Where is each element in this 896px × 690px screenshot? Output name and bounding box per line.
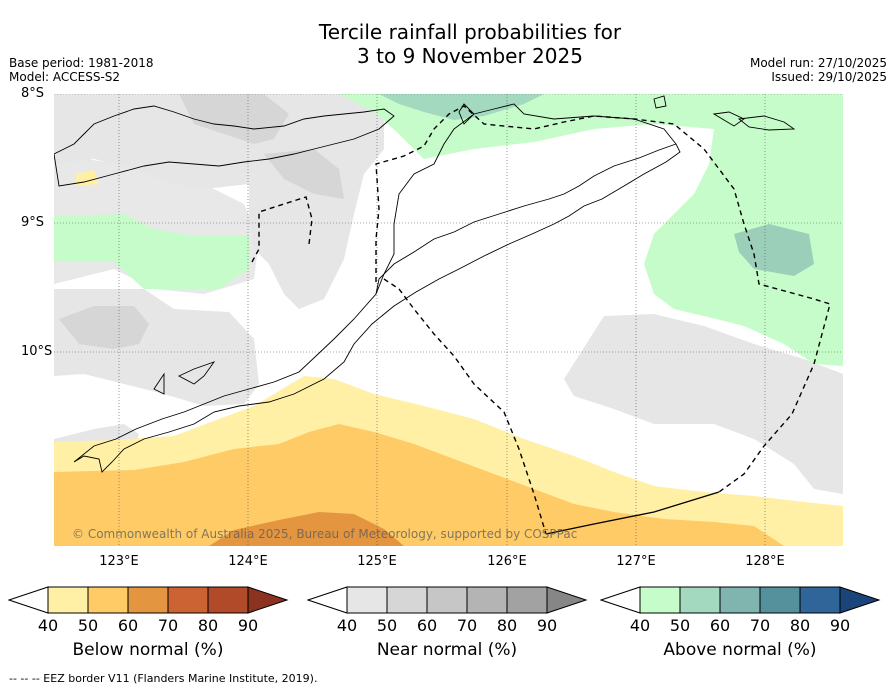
colorbar-below-swatches [47, 586, 249, 614]
below-tick-80: 80 [197, 616, 219, 635]
model-name: Model: ACCESS-S2 [9, 70, 121, 84]
above-normal-50-regions [379, 94, 814, 276]
above-tick-60: 60 [709, 616, 731, 635]
near-tick-80: 80 [496, 616, 518, 635]
alor-islands [54, 105, 395, 187]
meta-right: Model run: 27/10/2025 Issued: 29/10/2025 [750, 56, 887, 84]
near-swatch-4 [466, 586, 508, 614]
colorbar-near-swatches [346, 586, 548, 614]
near-tick-90: 90 [536, 616, 558, 635]
lon-label-124e: 124°E [228, 554, 268, 569]
lon-label-128e: 128°E [745, 554, 785, 569]
below-swatch-3 [127, 586, 169, 614]
near-swatch-5 [506, 586, 548, 614]
near-normal-50-regions [59, 94, 344, 349]
lat-label-10s: 10°S [21, 344, 53, 359]
colorbar-above-title: Above normal (%) [663, 640, 817, 660]
lon-label-123e: 123°E [99, 554, 139, 569]
colorbar-above-swatches [639, 586, 841, 614]
timor-coastline [73, 143, 681, 473]
below-swatch-1 [47, 586, 89, 614]
above-tick-90: 90 [829, 616, 851, 635]
above-tick-40: 40 [629, 616, 651, 635]
near-tick-40: 40 [336, 616, 358, 635]
above-tick-50: 50 [669, 616, 691, 635]
below-tick-60: 60 [117, 616, 139, 635]
meta-left: Base period: 1981-2018 Model: ACCESS-S2 [9, 56, 154, 84]
colorbar-below [8, 586, 289, 614]
colorbar-near-low-arrow [307, 586, 348, 614]
copyright-note: © Commonwealth of Australia 2025, Bureau… [72, 527, 578, 541]
eez-border [251, 105, 831, 535]
colorbar-above [600, 586, 881, 614]
colorbar-above-low-arrow [600, 586, 641, 614]
model-run: Model run: 27/10/2025 [749, 56, 887, 70]
colorbar-near [307, 586, 588, 614]
colorbar-above-high-arrow [839, 586, 881, 614]
lon-label-127e: 127°E [616, 554, 656, 569]
above-swatch-2 [679, 586, 721, 614]
above-tick-80: 80 [789, 616, 811, 635]
near-swatch-3 [426, 586, 468, 614]
lon-label-125e: 125°E [357, 554, 397, 569]
below-tick-90: 90 [237, 616, 259, 635]
lat-label-9s: 9°S [21, 215, 45, 230]
above-tick-70: 70 [749, 616, 771, 635]
issued-date: Issued: 29/10/2025 [771, 70, 887, 84]
eez-footnote: -- -- -- EEZ border V11 (Flanders Marine… [9, 672, 318, 685]
colorbar-below-title: Below normal (%) [72, 640, 224, 660]
colorbar-near-high-arrow [546, 586, 588, 614]
colorbar-below-high-arrow [247, 586, 289, 614]
near-tick-50: 50 [376, 616, 398, 635]
below-swatch-5 [207, 586, 249, 614]
rainfall-map [54, 94, 843, 546]
colorbar-near-title: Near normal (%) [376, 640, 518, 660]
near-tick-70: 70 [456, 616, 478, 635]
below-normal-regions [54, 170, 843, 546]
title-line-2: 3 to 9 November 2025 [357, 44, 583, 68]
above-swatch-1 [639, 586, 681, 614]
near-swatch-1 [346, 586, 388, 614]
lat-label-8s: 8°S [21, 86, 45, 101]
below-tick-70: 70 [157, 616, 179, 635]
above-swatch-5 [799, 586, 841, 614]
eez-solid-segment [545, 491, 720, 535]
above-normal-regions [54, 94, 843, 366]
below-tick-50: 50 [77, 616, 99, 635]
below-swatch-4 [167, 586, 209, 614]
above-swatch-4 [759, 586, 801, 614]
colorbar-below-low-arrow [8, 586, 49, 614]
near-swatch-2 [386, 586, 428, 614]
lon-label-126e: 126°E [487, 554, 527, 569]
below-tick-40: 40 [37, 616, 59, 635]
above-swatch-3 [719, 586, 761, 614]
near-tick-60: 60 [416, 616, 438, 635]
base-period: Base period: 1981-2018 [9, 56, 154, 70]
below-swatch-2 [87, 586, 129, 614]
chart-title: Tercile rainfall probabilities for 3 to … [0, 20, 896, 68]
title-line-1: Tercile rainfall probabilities for [318, 20, 622, 44]
